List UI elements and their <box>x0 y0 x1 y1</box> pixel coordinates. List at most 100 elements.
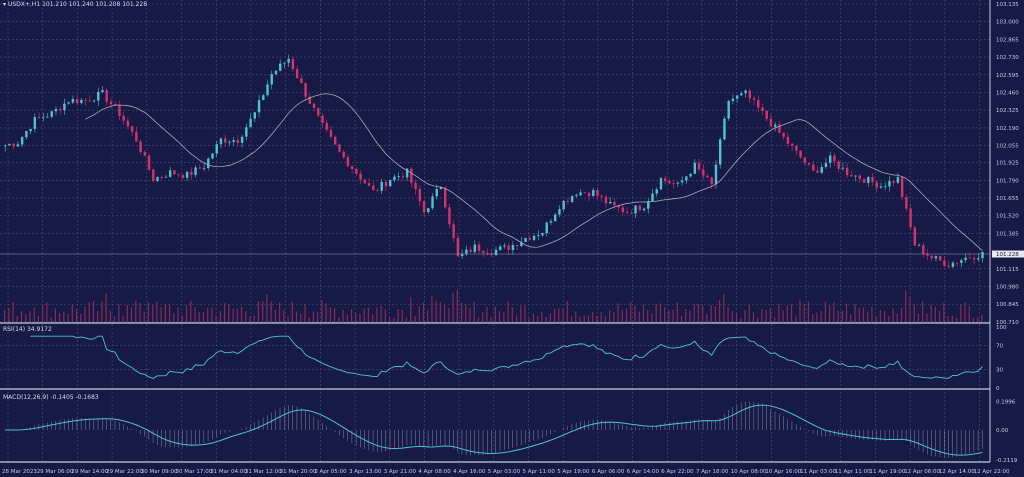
candle <box>304 83 307 97</box>
candle <box>858 175 862 179</box>
candle <box>427 208 430 213</box>
volume-bar <box>680 316 683 322</box>
candle <box>829 155 832 163</box>
candle <box>257 100 261 113</box>
candle <box>685 176 688 181</box>
candle <box>867 177 870 183</box>
candle <box>689 173 692 177</box>
volume-bar <box>668 310 670 322</box>
candle <box>570 196 574 202</box>
candle <box>135 131 138 142</box>
volume-bar <box>545 316 547 322</box>
candle <box>981 251 984 259</box>
candle <box>824 162 828 167</box>
candle <box>164 176 168 178</box>
volume-bar <box>190 300 192 322</box>
volume-bar <box>431 295 433 322</box>
volume-bar <box>12 301 14 322</box>
volume-bar <box>50 317 52 322</box>
volume-bar <box>905 290 907 322</box>
time-tick-label: 6 Apr 14:00 <box>627 469 660 475</box>
volume-bar <box>642 304 645 322</box>
candle <box>308 96 312 104</box>
candle <box>947 265 950 267</box>
candle <box>604 196 608 204</box>
candle <box>228 141 231 143</box>
volume-bar <box>714 306 716 322</box>
candle <box>482 250 485 253</box>
candle <box>173 170 176 175</box>
candle <box>833 155 836 162</box>
candle <box>194 167 197 175</box>
candle <box>372 185 375 191</box>
volume-bar <box>63 311 65 322</box>
candle <box>634 205 637 214</box>
candle <box>774 124 777 127</box>
candle <box>799 150 802 158</box>
candle <box>71 99 75 103</box>
candle <box>126 120 130 127</box>
time-tick-label: 4 Apr 16:00 <box>453 469 486 475</box>
candle <box>744 90 747 94</box>
candle <box>515 244 519 247</box>
time-tick-label: 12 Apr 06:00 <box>904 469 940 475</box>
candle <box>951 262 955 267</box>
candle <box>266 84 269 96</box>
moving-average-line <box>85 93 983 251</box>
candle <box>401 176 405 178</box>
volume-bar <box>397 309 399 322</box>
price-tick-label: 100.980 <box>996 285 1019 291</box>
volume-bar <box>537 315 539 322</box>
candle <box>609 201 612 204</box>
volume-bar <box>748 304 750 322</box>
candle <box>757 99 760 108</box>
candle <box>169 170 172 177</box>
candle <box>219 138 223 145</box>
volume-bar <box>16 316 18 322</box>
candle <box>659 178 663 190</box>
candle <box>664 178 667 182</box>
candle <box>59 108 62 111</box>
price-tick-label: 101.520 <box>996 214 1019 220</box>
volume-bar <box>888 316 890 322</box>
volume-bar <box>841 311 843 322</box>
volume-bar <box>185 305 188 322</box>
candle <box>346 157 350 167</box>
candle <box>224 138 227 143</box>
price-tick-label: 102.325 <box>996 108 1019 114</box>
volume-bar <box>224 303 226 322</box>
time-tick-label: 5 Apr 19:00 <box>557 469 590 475</box>
volume-bar <box>126 304 128 322</box>
volume-bar <box>587 315 590 322</box>
volume-bar <box>600 312 602 322</box>
candle <box>723 118 726 140</box>
volume-bar <box>262 301 264 322</box>
candle <box>803 157 807 164</box>
candle <box>249 118 252 128</box>
candle <box>198 167 202 169</box>
volume-bar <box>37 315 40 322</box>
candle <box>274 70 278 75</box>
time-tick-label: 11 Apr 19:00 <box>870 469 906 475</box>
volume-bar <box>532 313 535 322</box>
candle <box>693 162 697 174</box>
candle <box>359 173 362 180</box>
candle <box>185 171 189 178</box>
volume-bar <box>164 303 166 322</box>
volume-bar <box>511 307 513 322</box>
candle <box>389 180 392 187</box>
candle <box>414 182 417 190</box>
volume-bar <box>291 302 293 322</box>
candle <box>964 257 967 261</box>
collapse-triangle-icon[interactable]: ▾ <box>3 1 7 8</box>
volume-bar <box>790 304 793 322</box>
price-tick-label: 102.595 <box>996 73 1019 79</box>
volume-bar <box>84 306 86 322</box>
volume-bar <box>448 307 450 322</box>
candle <box>397 176 400 178</box>
candle <box>156 177 159 182</box>
candle <box>909 208 912 228</box>
candle <box>367 183 371 186</box>
volume-bar <box>257 301 260 322</box>
